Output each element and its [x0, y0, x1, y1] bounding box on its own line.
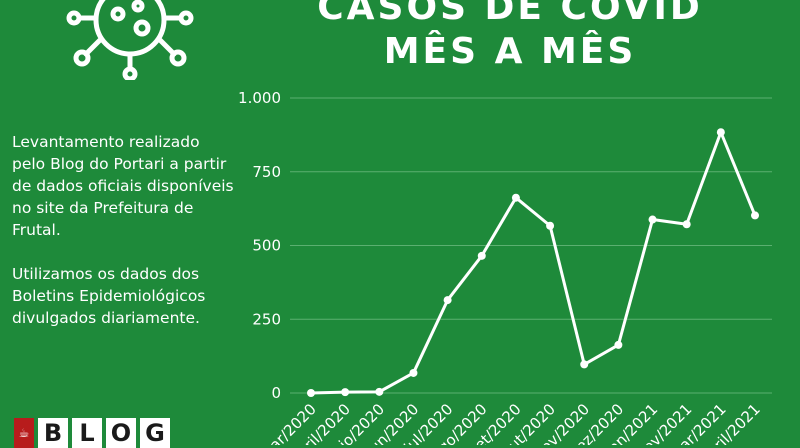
data-point [546, 221, 555, 230]
virus-icon [60, 0, 200, 82]
description-paragraph-1: Levantamento realizado pelo Blog do Port… [12, 133, 234, 239]
description: Levantamento realizado pelo Blog do Port… [12, 131, 237, 351]
logo-letter-o: O [106, 418, 136, 448]
series-line [310, 130, 757, 395]
data-point [341, 388, 350, 397]
data-point [409, 368, 418, 377]
logo-letter-l: L [72, 418, 102, 448]
data-point [477, 251, 486, 260]
coffee-cup-icon: ☕ [14, 418, 34, 448]
data-point [751, 211, 759, 220]
title-line-1: CASOS DE COVID [317, 0, 703, 28]
title-line-2: MÊS A MÊS [383, 31, 637, 72]
data-point [511, 193, 520, 202]
description-paragraph-2: Utilizamos os dados dos Boletins Epidemi… [12, 265, 206, 327]
y-tick-label: 500 [252, 237, 281, 255]
data-point [716, 128, 725, 137]
data-point [307, 389, 315, 397]
data-point [443, 296, 452, 305]
data-point [648, 215, 657, 224]
data-point [580, 360, 589, 369]
page-title: CASOS DE COVID MÊS A MÊS [300, 0, 720, 74]
y-tick-label: 1.000 [238, 89, 281, 107]
y-tick-label: 0 [271, 384, 281, 402]
y-tick-label: 750 [252, 163, 281, 181]
data-point [682, 220, 691, 229]
data-point [375, 387, 384, 396]
data-point [614, 340, 623, 349]
y-tick-label: 250 [252, 310, 281, 328]
logo-letter-g: G [140, 418, 170, 448]
logo-letter-b: B [38, 418, 68, 448]
blog-logo: ☕ B L O G [14, 418, 176, 448]
